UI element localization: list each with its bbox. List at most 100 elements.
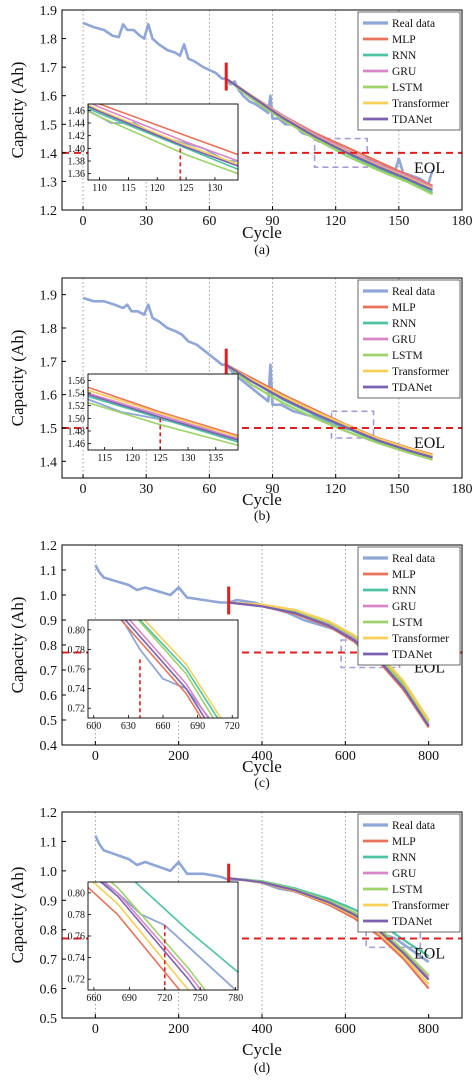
inset-x-tick-label: 120 [150,183,165,194]
inset-series-line-mlp [97,104,238,156]
x-tick-label: 30 [139,482,153,497]
eol-label: EOL [414,946,445,963]
inset-series-line-transformer [88,104,238,166]
legend-entry: Real data [392,553,435,565]
x-tick-label: 200 [168,1022,189,1037]
inset-y-tick-label: 0.78 [68,645,86,656]
inset-y-tick-label: 1.36 [68,169,86,180]
panel-label: (b) [254,509,271,524]
inset-y-tick-label: 0.80 [68,625,86,636]
legend-entry: LSTM [392,617,423,629]
legend-entry: RNN [392,852,417,864]
inset: 600 630 660 690 720 0.72 0.74 0.76 0.78 0.80 [68,619,240,732]
inset-x-tick-label: 720 [157,993,172,1004]
eol-label: EOL [414,160,445,177]
panel-label: (d) [254,1061,271,1076]
legend-entry: TDANet [392,114,433,126]
series-line-transformer [228,601,430,721]
inset-x-tick-label: 125 [153,453,168,464]
inset-x-tick-label: 660 [156,721,171,732]
inset-x-tick-label: 110 [92,183,107,194]
inset-y-tick-label: 1.42 [68,131,86,142]
y-tick-label: 0.8 [40,639,58,654]
y-tick-label: 1.2 [40,539,58,554]
axes-frame [61,277,463,479]
y-axis-label: Capacity (Ah) [8,62,27,159]
x-tick-label: 120 [325,482,346,497]
eol-label: EOL [414,435,445,452]
inset-x-tick-label: 600 [86,721,101,732]
y-tick-label: 0.9 [40,614,58,629]
x-tick-label: 0 [92,1022,99,1037]
legend-entry: RNN [392,318,417,330]
inset-y-tick-label: 0.74 [68,953,86,964]
legend: Real data MLP RNN GRU LSTM Transformer TDANet [357,546,461,666]
x-tick-label: 180 [452,482,473,497]
x-axis-label: Cycle [242,490,282,509]
panel-a: EOL 0 30 60 90 120 150 180 1.2 1.3 1.4 1.5 1.6 1.7 1.8… [8,4,473,258]
inset-x-tick-label: 690 [190,721,205,732]
y-tick-label: 1.6 [40,389,58,404]
y-tick-label: 0.5 [40,714,58,729]
inset-series-line-tdanet [88,393,238,441]
legend: Real data MLP RNN GRU LSTM Transformer TDANet [357,813,461,933]
legend-entry: MLP [392,34,416,46]
y-tick-label: 0.7 [40,953,58,968]
x-tick-label: 180 [452,214,473,229]
inset-y-tick-label: 0.74 [68,684,86,695]
x-tick-label: 150 [388,214,409,229]
legend-entry: LSTM [392,82,423,94]
y-tick-label: 1.7 [40,355,58,370]
inset-x-tick-label: 135 [208,453,223,464]
legend: Real data MLP RNN GRU LSTM Transformer TDANet [357,279,461,399]
y-tick-label: 0.5 [40,1012,58,1027]
y-axis-label: Capacity (Ah) [8,867,27,964]
inset-y-tick-label: 1.54 [68,389,86,400]
y-tick-label: 1.8 [40,33,58,48]
x-tick-label: 400 [252,1022,273,1037]
legend-entry: LSTM [392,350,423,362]
inset-series-line-gru [88,392,238,440]
inset-y-tick-label: 1.56 [68,376,86,387]
inset-x-tick-label: 115 [97,453,112,464]
inset-series-line-real-data [121,620,211,718]
inset-frame [87,373,239,451]
inset-plot-area [88,882,238,990]
inset-series-line-rnn [88,395,238,443]
y-axis-label: Capacity (Ah) [8,597,27,694]
series-line-transformer [225,363,433,457]
y-tick-label: 1.9 [40,289,58,304]
inset-y-tick-label: 0.78 [68,910,86,921]
y-tick-label: 0.7 [40,664,58,679]
y-tick-label: 1.5 [40,118,58,133]
panel-label: (c) [254,776,270,791]
inset-series-line-lstm [109,882,207,990]
x-tick-label: 600 [335,749,356,764]
inset-x-tick-label: 720 [225,721,240,732]
inset-y-tick-label: 1.40 [68,144,86,155]
inset-background [88,620,238,718]
x-tick-label: 150 [388,482,409,497]
series-line-tdanet [225,363,433,459]
y-tick-label: 0.4 [40,739,58,754]
y-tick-label: 1.0 [40,589,58,604]
inset: 115 120 125 130 135 1.461.48 1.50 1.521.54 1.56 [68,373,239,464]
inset-y-tick-label: 0.80 [68,888,86,899]
inset-series-line-mlp [88,886,181,990]
inset-x-tick-label: 130 [207,183,222,194]
legend-entry: Transformer [392,98,449,110]
inset-y-tick-label: 0.76 [68,665,86,676]
legend-entry: TDANet [392,916,433,928]
x-tick-label: 0 [92,749,99,764]
legend-entry: Real data [392,820,435,832]
inset-x-tick-label: 780 [228,993,243,1004]
y-tick-label: 1.2 [40,204,58,219]
x-tick-label: 90 [266,214,280,229]
legend-entry: RNN [392,585,417,597]
y-tick-label: 0.8 [40,924,58,939]
x-tick-label: 800 [418,749,439,764]
inset-x-tick-label: 130 [181,453,196,464]
x-axis-label: Cycle [242,757,282,776]
y-tick-label: 1.2 [40,806,58,821]
